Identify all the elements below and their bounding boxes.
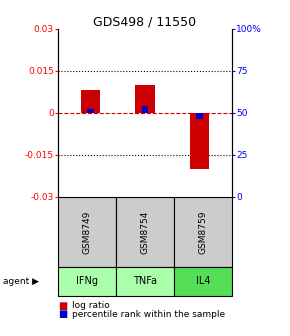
Text: ■: ■ xyxy=(58,301,67,311)
Text: agent ▶: agent ▶ xyxy=(3,277,39,286)
Text: GSM8759: GSM8759 xyxy=(198,210,208,254)
Text: log ratio: log ratio xyxy=(72,301,110,310)
Bar xyxy=(190,113,209,169)
Bar xyxy=(135,85,155,113)
Bar xyxy=(196,113,203,119)
Bar xyxy=(81,90,100,113)
Text: ■: ■ xyxy=(58,309,67,319)
Bar xyxy=(142,106,148,113)
Text: GSM8749: GSM8749 xyxy=(82,210,92,254)
Text: GSM8754: GSM8754 xyxy=(140,210,150,254)
Text: percentile rank within the sample: percentile rank within the sample xyxy=(72,310,226,319)
Text: TNFa: TNFa xyxy=(133,277,157,286)
Text: IL4: IL4 xyxy=(196,277,210,286)
Text: IFNg: IFNg xyxy=(76,277,98,286)
Bar xyxy=(87,109,94,113)
Text: GDS498 / 11550: GDS498 / 11550 xyxy=(93,15,197,28)
